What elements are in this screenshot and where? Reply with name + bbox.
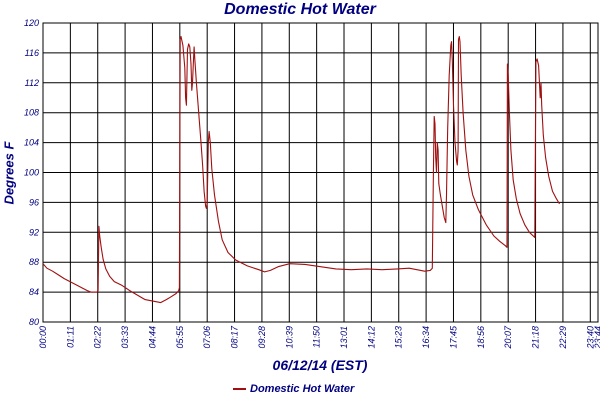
y-tick-label: 116 <box>25 48 39 58</box>
y-tick-label: 120 <box>24 18 39 28</box>
x-tick-label: 14:12 <box>366 326 376 349</box>
x-tick-label: 15:23 <box>394 326 404 349</box>
series-line-domestic-hot-water <box>42 35 560 304</box>
x-tick-label: 04:44 <box>147 326 157 349</box>
chart-legend: Domestic Hot Water <box>233 382 354 396</box>
x-tick-label: 17:45 <box>448 325 458 349</box>
x-tick-label: 01:11 <box>65 326 75 348</box>
x-tick-label: 23:40 <box>585 326 595 350</box>
plot-border <box>42 22 599 323</box>
x-tick-label: 21:18 <box>531 326 541 350</box>
x-tick-label: 10:39 <box>284 326 294 349</box>
x-tick-label: 13:01 <box>339 326 349 349</box>
x-tick-label: 08:17 <box>230 325 240 349</box>
x-tick-label: 20:07 <box>503 325 513 350</box>
x-tick-label: 03:33 <box>120 326 130 349</box>
y-tick-label: 112 <box>25 78 39 88</box>
y-axis-label: Degrees F <box>1 141 17 205</box>
y-tick-label: 84 <box>29 287 39 297</box>
y-tick-label: 96 <box>29 197 39 207</box>
y-tick-label: 104 <box>24 138 39 148</box>
x-tick-label: 11:50 <box>312 326 322 348</box>
x-tick-label: 23:44 <box>593 326 600 350</box>
x-tick-label: 18:56 <box>476 326 486 349</box>
y-tick-label: 100 <box>24 168 39 178</box>
legend-swatch <box>233 388 246 390</box>
x-axis-label: 06/12/14 (EST) <box>272 357 368 373</box>
y-tick-label: 108 <box>24 108 39 118</box>
x-tick-label: 05:55 <box>175 325 185 349</box>
y-tick-label: 88 <box>29 257 39 267</box>
x-tick-label: 07:06 <box>202 326 212 349</box>
legend-label: Domestic Hot Water <box>250 383 355 395</box>
x-tick-label: 00:00 <box>38 326 48 349</box>
x-tick-label: 09:28 <box>257 326 267 349</box>
x-tick-label: 16:34 <box>421 326 431 349</box>
y-tick-label: 92 <box>29 227 39 237</box>
y-tick-label: 80 <box>29 317 39 327</box>
x-tick-label: 02:22 <box>93 326 103 349</box>
x-tick-label: 22:29 <box>558 326 568 350</box>
chart-title: Domestic Hot Water <box>224 1 376 18</box>
